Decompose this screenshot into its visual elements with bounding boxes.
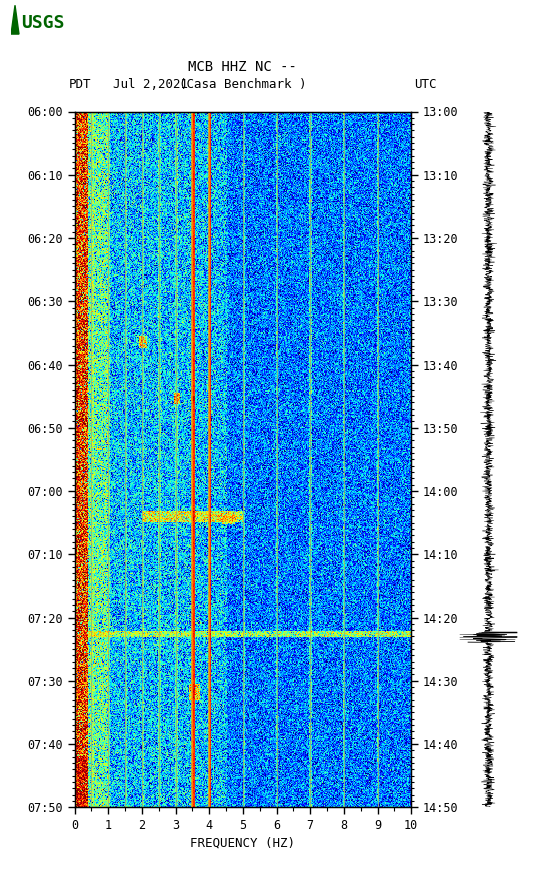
Text: UTC: UTC (414, 78, 437, 91)
Text: Jul 2,2021: Jul 2,2021 (113, 78, 188, 91)
Polygon shape (11, 5, 19, 34)
Text: USGS: USGS (21, 14, 65, 32)
X-axis label: FREQUENCY (HZ): FREQUENCY (HZ) (190, 836, 295, 849)
Text: (Casa Benchmark ): (Casa Benchmark ) (179, 78, 306, 91)
Text: PDT: PDT (69, 78, 92, 91)
Text: MCB HHZ NC --: MCB HHZ NC -- (188, 60, 298, 74)
